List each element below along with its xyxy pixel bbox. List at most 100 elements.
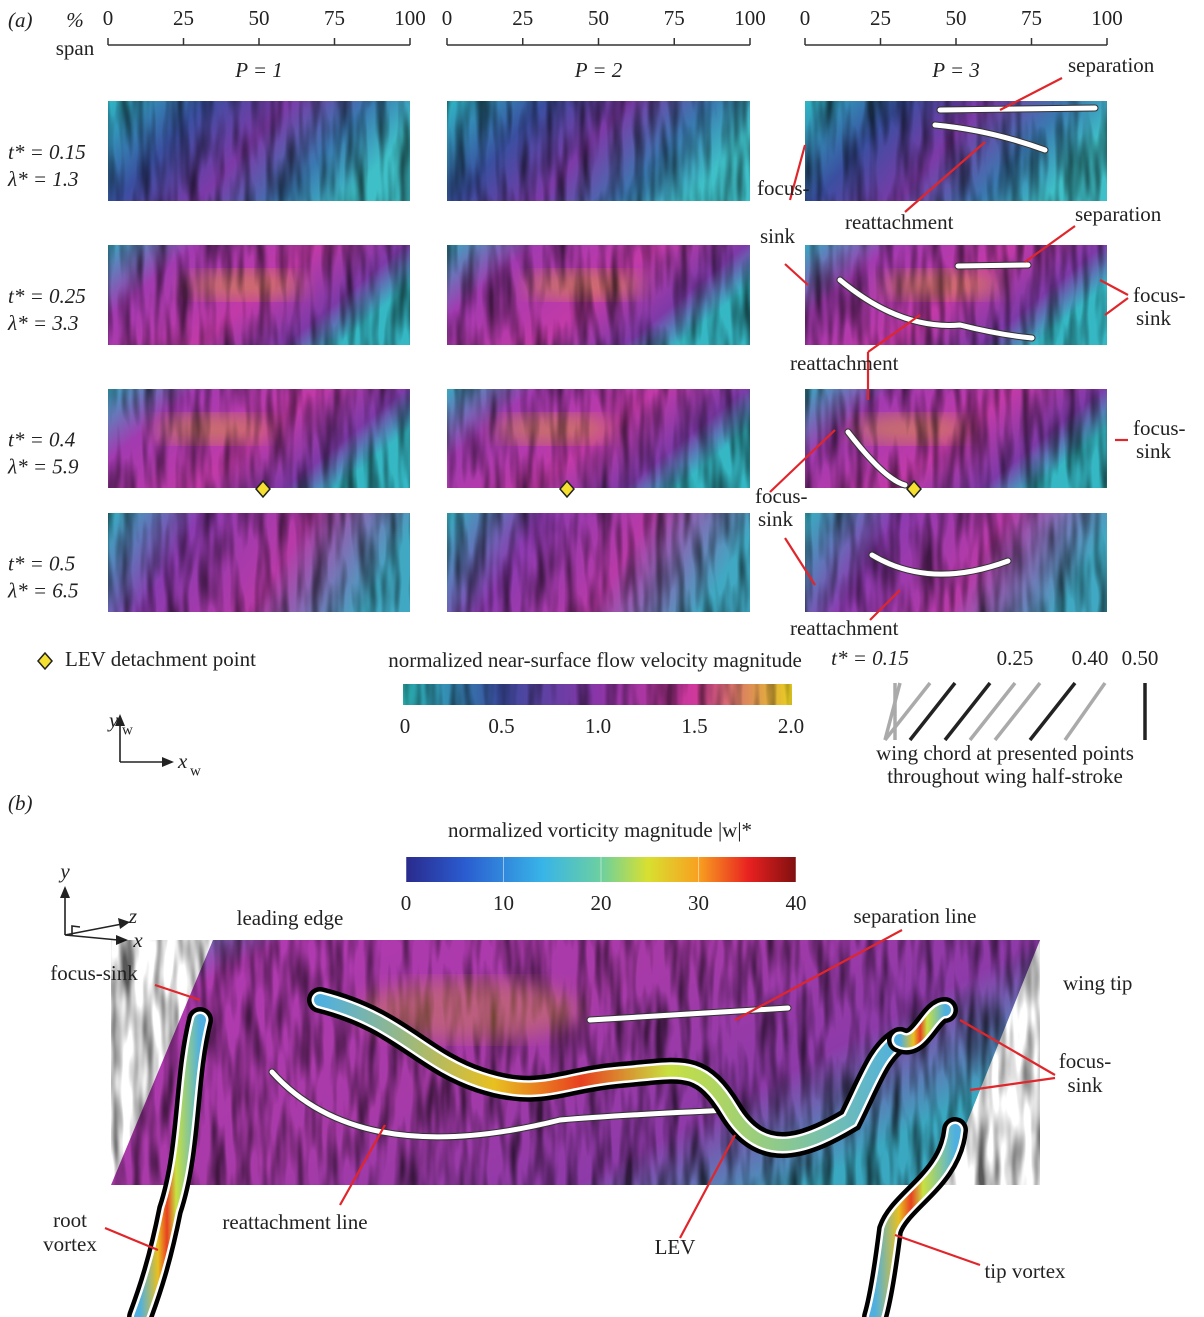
label: % bbox=[66, 8, 84, 32]
label: z bbox=[128, 904, 137, 928]
label: 0 bbox=[103, 6, 114, 30]
leader-line bbox=[788, 144, 807, 201]
wing-chord bbox=[883, 682, 902, 741]
label: root bbox=[53, 1208, 87, 1232]
label: 75 bbox=[664, 6, 685, 30]
label: 0 bbox=[442, 6, 453, 30]
label: 25 bbox=[512, 6, 533, 30]
label: 25 bbox=[870, 6, 891, 30]
label: x bbox=[177, 749, 188, 773]
label: 100 bbox=[734, 6, 766, 30]
axis-arrows bbox=[119, 722, 166, 763]
streaklines bbox=[108, 245, 410, 345]
flow-line bbox=[932, 122, 1048, 153]
label: reattachment bbox=[845, 210, 954, 234]
label: λ* = 6.5 bbox=[7, 578, 79, 602]
flow-line bbox=[837, 277, 1035, 341]
flow-image bbox=[108, 389, 410, 488]
label: normalized vorticity magnitude |w|* bbox=[448, 818, 752, 842]
axis-arrows bbox=[64, 893, 123, 941]
flow-image bbox=[805, 513, 1107, 612]
leader-line bbox=[999, 77, 1063, 111]
label: λ* = 5.9 bbox=[7, 454, 79, 478]
vortex-core bbox=[894, 1004, 951, 1048]
label: focus- bbox=[1133, 283, 1185, 307]
streaklines bbox=[108, 513, 410, 612]
label: sink bbox=[758, 507, 794, 531]
vortex-core bbox=[869, 1124, 961, 1317]
label: normalized near-surface flow velocity ma… bbox=[388, 648, 802, 672]
label: wing tip bbox=[1063, 971, 1132, 995]
label: 100 bbox=[394, 6, 426, 30]
label: wing chord at presented points bbox=[876, 741, 1134, 765]
wing-chord bbox=[968, 681, 1017, 742]
label: 0.5 bbox=[488, 714, 514, 738]
label: t* = 0.25 bbox=[8, 284, 86, 308]
label: w bbox=[122, 722, 133, 738]
label: reattachment line bbox=[222, 1210, 367, 1234]
label: sink bbox=[760, 224, 796, 248]
label: x bbox=[132, 928, 143, 952]
label: focus- bbox=[755, 484, 807, 508]
wing-chord bbox=[908, 681, 957, 742]
lev-marker bbox=[906, 479, 922, 499]
label: LEV bbox=[655, 1235, 696, 1259]
label: 30 bbox=[688, 891, 709, 915]
label: sink bbox=[1067, 1073, 1103, 1097]
leader-line bbox=[894, 1233, 981, 1267]
flow-image bbox=[447, 245, 750, 345]
label: 0.25 bbox=[997, 646, 1034, 670]
flow-image bbox=[108, 101, 410, 201]
leader-line bbox=[339, 1124, 386, 1206]
label: leading edge bbox=[237, 906, 344, 930]
label: 75 bbox=[1021, 6, 1042, 30]
leader-line bbox=[784, 537, 816, 586]
label: (a) bbox=[8, 8, 33, 32]
label: LEV detachment point bbox=[65, 647, 256, 671]
streaklines bbox=[447, 513, 750, 612]
wing-surface bbox=[111, 940, 1040, 1185]
lev-marker bbox=[559, 479, 575, 499]
leader-line bbox=[904, 141, 986, 213]
flow-image bbox=[447, 101, 750, 201]
label: 50 bbox=[249, 6, 270, 30]
label: sink bbox=[1136, 306, 1172, 330]
streaklines bbox=[108, 389, 410, 488]
label: y bbox=[107, 708, 119, 732]
flow-image bbox=[805, 101, 1107, 201]
flow-image bbox=[805, 245, 1107, 345]
label: P = 2 bbox=[574, 58, 623, 82]
flow-image bbox=[108, 245, 410, 345]
label: y bbox=[58, 859, 70, 883]
label: sink bbox=[1136, 439, 1172, 463]
label: t* = 0.15 bbox=[831, 646, 909, 670]
streaklines bbox=[447, 389, 750, 488]
label: 40 bbox=[786, 891, 807, 915]
wing-chord bbox=[993, 681, 1042, 742]
label: focus-sink bbox=[50, 961, 138, 985]
label: focus- bbox=[757, 176, 809, 200]
label: tip vortex bbox=[984, 1259, 1066, 1283]
lev-marker bbox=[37, 651, 53, 671]
label: 100 bbox=[1091, 6, 1123, 30]
wing-streaks bbox=[111, 940, 1040, 1185]
colorbar-texture bbox=[403, 684, 792, 705]
label: 20 bbox=[591, 891, 612, 915]
label: λ* = 1.3 bbox=[7, 167, 79, 191]
flow-line bbox=[955, 262, 1031, 269]
streaklines bbox=[805, 101, 1107, 201]
arrowheads bbox=[60, 886, 130, 945]
high-speed bbox=[360, 980, 580, 1040]
label: t* = 0.4 bbox=[8, 427, 76, 451]
flow-line bbox=[269, 1069, 733, 1140]
label: 10 bbox=[493, 891, 514, 915]
label: 75 bbox=[324, 6, 345, 30]
leader-line bbox=[869, 589, 901, 621]
label: 0 bbox=[401, 891, 412, 915]
leader-line bbox=[154, 983, 201, 1002]
label: vortex bbox=[43, 1232, 97, 1256]
label: λ* = 3.3 bbox=[7, 311, 79, 335]
leader-line bbox=[969, 1076, 1056, 1092]
